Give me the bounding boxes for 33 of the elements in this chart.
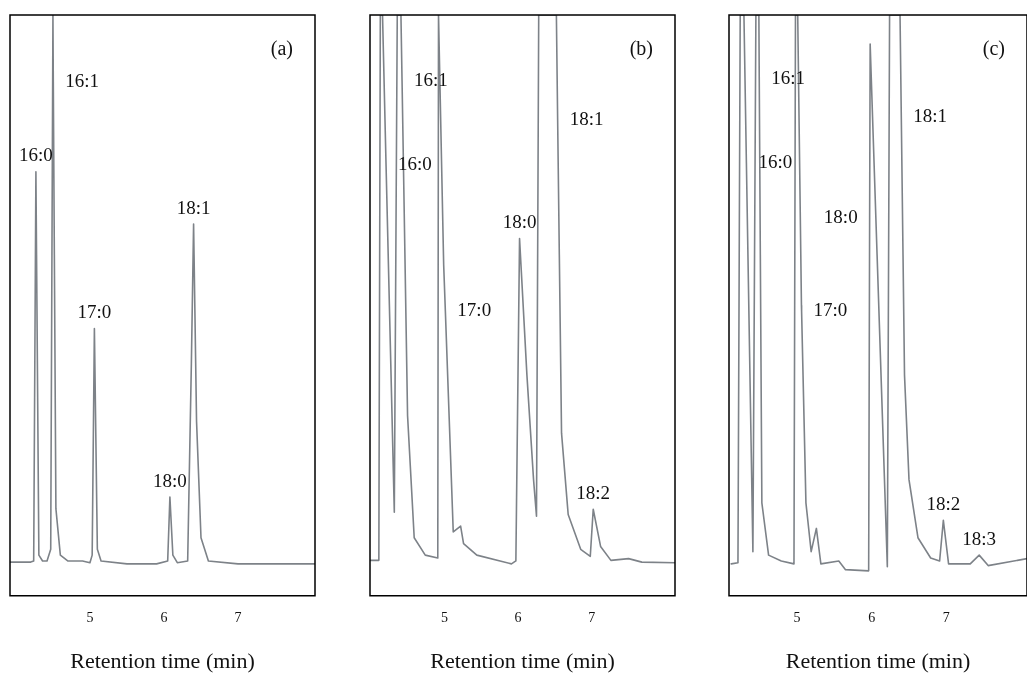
annotation: 18:1 (569, 107, 604, 129)
text: (c) (982, 37, 1005, 61)
annotation: 18:0 (502, 211, 537, 233)
x-tick-label: 7 (942, 609, 950, 625)
annotation: 16:0 (19, 144, 53, 166)
x-tick-label: 6 (868, 609, 876, 625)
x-tick-label: 5 (440, 609, 448, 625)
annotation: 18:1 (176, 196, 211, 218)
annotation: 16:0 (398, 153, 432, 175)
x-tick-label: 6 (514, 609, 522, 625)
x-tick-label: 5 (86, 609, 94, 625)
annotation: 18:3 (962, 527, 997, 549)
annotation: 17:0 (813, 299, 848, 321)
x-tick-label: 6 (160, 609, 168, 625)
annotation: 16:1 (771, 66, 806, 88)
x-axis-title: Retention time (min) (785, 647, 971, 673)
annotation: 17:0 (77, 301, 112, 323)
annotation: 16:0 (758, 151, 793, 173)
text: (a) (270, 37, 293, 61)
x-tick-label: 5 (793, 609, 801, 625)
annotation: 18:2 (926, 492, 961, 514)
annotation: 18:2 (576, 481, 611, 503)
annotation: 18:0 (823, 205, 858, 227)
text: (b) (629, 37, 653, 61)
x-axis-title: Retention time (min) (430, 647, 615, 673)
annotation: 17:0 (457, 299, 492, 321)
x-tick-label: 7 (234, 609, 242, 625)
annotation: 18:0 (153, 469, 187, 491)
annotation: 16:1 (414, 68, 448, 90)
x-tick-label: 7 (588, 609, 596, 625)
annotation: 16:1 (65, 69, 100, 91)
x-axis-title: Retention time (min) (70, 647, 255, 673)
annotation: 18:1 (913, 105, 948, 127)
